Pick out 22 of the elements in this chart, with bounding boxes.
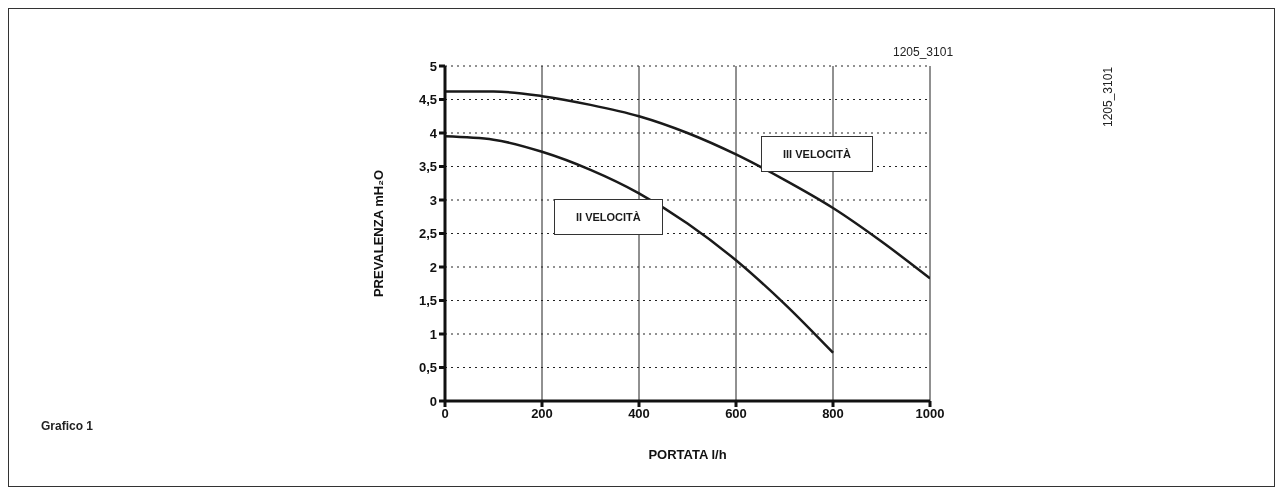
y-tick-label: 4,5	[418, 92, 437, 108]
y-tick-label: 3	[429, 192, 437, 208]
y-tick-label: 5	[429, 58, 437, 74]
text: Grafico 1	[41, 419, 94, 433]
y-tick-label: 2	[429, 259, 437, 275]
x-tick-label: 0	[441, 406, 449, 422]
x-tick-label: 400	[628, 406, 650, 422]
x-tick-label: 1000	[915, 406, 945, 422]
y-tick-label: 0	[429, 393, 437, 409]
y-tick-label: 0,5	[418, 360, 437, 376]
y-tick-label: 1,5	[418, 293, 437, 309]
y-tick-label: 4	[429, 125, 438, 141]
y-tick-label: 1	[429, 326, 437, 342]
x-axis-title: PORTATA l/h	[648, 447, 727, 462]
text: 1205_3101	[1101, 66, 1115, 127]
x-tick-label: 800	[822, 406, 844, 422]
y-tick-label: 2,5	[418, 226, 437, 242]
y-tick-label: 3,5	[418, 159, 437, 175]
x-tick-label: 600	[725, 406, 747, 422]
x-tick-label: 200	[531, 406, 553, 422]
y-axis-title: PREVALENZA mH₂O	[371, 169, 386, 298]
text: 1205_3101	[893, 45, 954, 59]
